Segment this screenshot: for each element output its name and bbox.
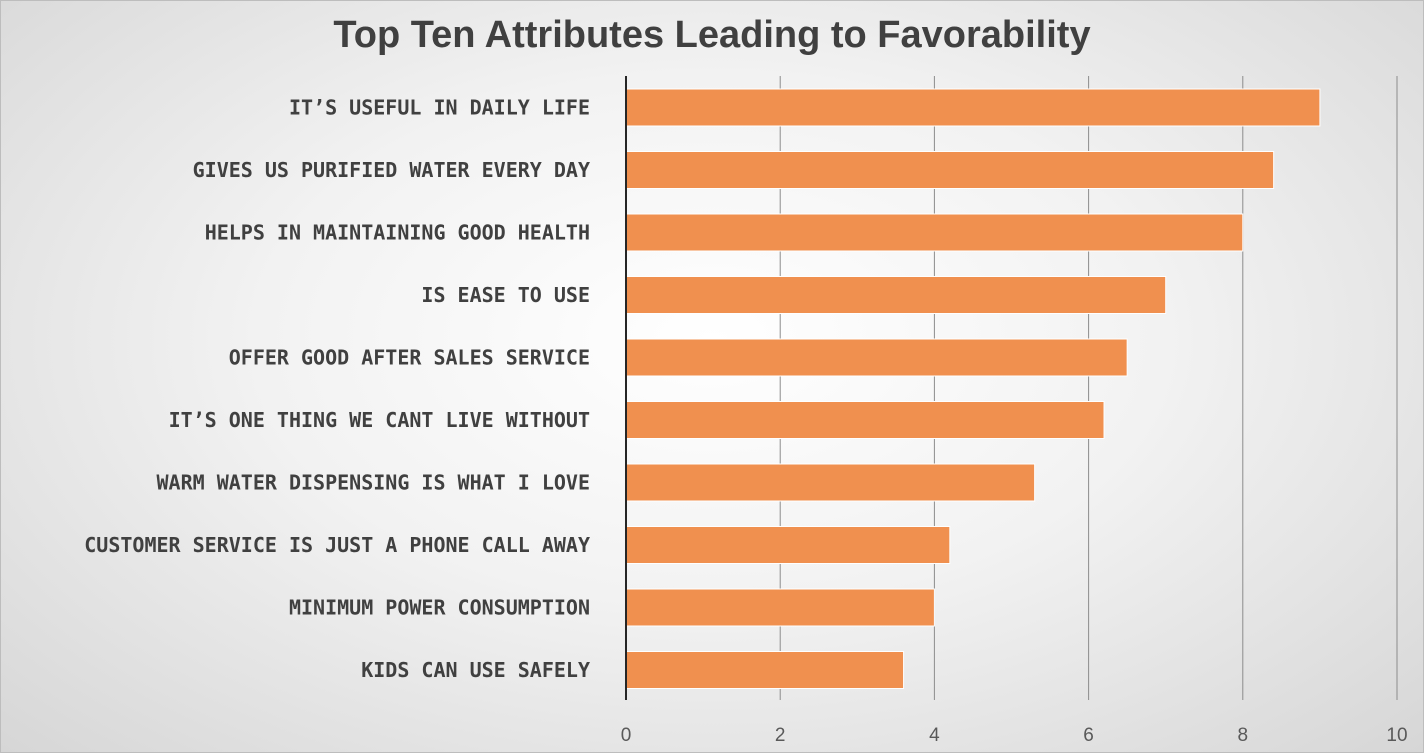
category-label: CUSTOMER SERVICE IS JUST A PHONE CALL AW… <box>84 533 590 557</box>
category-label: MINIMUM POWER CONSUMPTION <box>289 596 590 620</box>
category-label: OFFER GOOD AFTER SALES SERVICE <box>229 346 590 370</box>
x-tick-label: 8 <box>1238 725 1249 746</box>
category-label: IS EASE TO USE <box>421 283 590 307</box>
bar <box>625 88 1321 127</box>
chart-title: Top Ten Attributes Leading to Favorabili… <box>333 14 1091 56</box>
bar <box>625 526 951 564</box>
category-label: IT’S ONE THING WE CANT LIVE WITHOUT <box>169 408 590 432</box>
category-label: KIDS CAN USE SAFELY <box>361 658 590 682</box>
category-label: GIVES US PURIFIED WATER EVERY DAY <box>193 158 590 182</box>
x-tick-label: 10 <box>1386 725 1407 746</box>
category-label: HELPS IN MAINTAINING GOOD HEALTH <box>205 221 590 245</box>
bar <box>625 213 1244 252</box>
category-label: WARM WATER DISPENSING IS WHAT I LOVE <box>157 471 590 495</box>
bar <box>625 151 1275 189</box>
category-label: IT’S USEFUL IN DAILY LIFE <box>289 96 590 120</box>
x-tick-label: 6 <box>1083 725 1094 746</box>
x-tick-label: 0 <box>621 725 632 746</box>
bar <box>625 338 1128 377</box>
bar <box>625 276 1167 314</box>
x-tick-label: 2 <box>775 725 786 746</box>
bar <box>625 463 1036 502</box>
x-tick-label: 4 <box>929 725 940 746</box>
bar <box>625 651 905 689</box>
bar <box>625 401 1105 439</box>
bar <box>625 588 935 627</box>
